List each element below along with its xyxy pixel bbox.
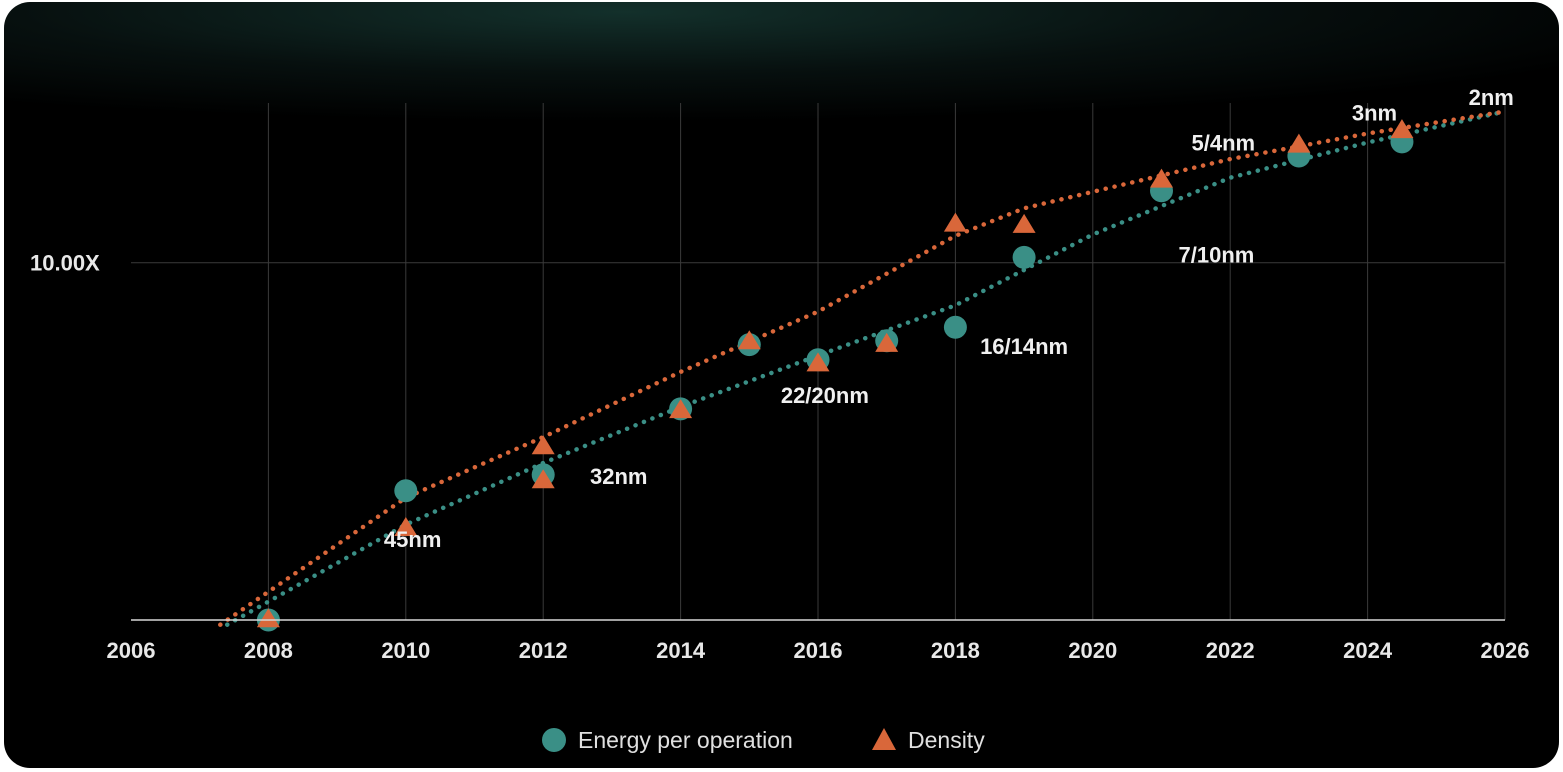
trend-line xyxy=(224,109,1508,627)
energy-density-chart: 45nm32nm22/20nm16/14nm7/10nm5/4nm3nm2nm … xyxy=(30,85,1529,753)
energy-point xyxy=(394,479,418,503)
x-tick-label: 2008 xyxy=(244,638,293,663)
density-point xyxy=(394,517,418,537)
x-tick-label: 2026 xyxy=(1481,638,1530,663)
legend-label: Energy per operation xyxy=(578,727,793,753)
density-point xyxy=(256,608,280,628)
energy-point xyxy=(1012,245,1036,269)
legend-label: Density xyxy=(908,727,985,753)
density-point xyxy=(1012,213,1036,233)
trend-lines xyxy=(218,109,1508,627)
density-point xyxy=(531,435,555,455)
x-tick-label: 2006 xyxy=(107,638,156,663)
legend: Energy per operation Density xyxy=(542,727,985,753)
x-tick-label: 2022 xyxy=(1206,638,1255,663)
trend-line xyxy=(218,109,1508,627)
node-label: 32nm xyxy=(590,464,647,489)
node-label: 5/4nm xyxy=(1192,131,1256,156)
x-tick-label: 2024 xyxy=(1343,638,1393,663)
density-point xyxy=(875,332,899,352)
energy-point xyxy=(943,315,967,339)
node-label: 2nm xyxy=(1469,85,1514,110)
chart-frame: 45nm 32nm 22/20nm 16/14nm 7/10nm 5/4nm 3nm 2nm … xyxy=(4,2,1559,768)
node-label: 3nm xyxy=(1352,101,1397,126)
x-tick-label: 2010 xyxy=(381,638,430,663)
x-tick-label: 2020 xyxy=(1068,638,1117,663)
legend-energy-icon xyxy=(542,728,566,752)
legend-density-icon xyxy=(872,728,896,750)
density-point xyxy=(1150,168,1173,188)
density-point xyxy=(1287,133,1311,153)
axes: 2006 2008 2010 2012 2014 2016 2018 2020 2022 2024… xyxy=(30,251,1529,663)
y-tick-label: 10.00X xyxy=(30,251,100,276)
node-label: 16/14nm xyxy=(980,334,1068,359)
density-point xyxy=(806,352,830,372)
node-label: 45nm xyxy=(384,527,441,552)
x-tick-label: 2016 xyxy=(794,638,843,663)
density-point xyxy=(531,469,555,489)
x-tick-label: 2012 xyxy=(519,638,568,663)
density-point xyxy=(737,330,761,350)
x-tick-label: 2014 xyxy=(656,638,706,663)
data-labels: 45nm 32nm 22/20nm 16/14nm 7/10nm 5/4nm 3nm 2nm xyxy=(384,85,1514,552)
density-point xyxy=(1390,119,1414,139)
node-label: 7/10nm xyxy=(1179,243,1255,268)
density-point xyxy=(669,399,693,419)
density-point xyxy=(943,212,967,232)
x-tick-label: 2018 xyxy=(931,638,980,663)
data-points xyxy=(256,119,1414,632)
node-label: 22/20nm xyxy=(781,383,869,408)
